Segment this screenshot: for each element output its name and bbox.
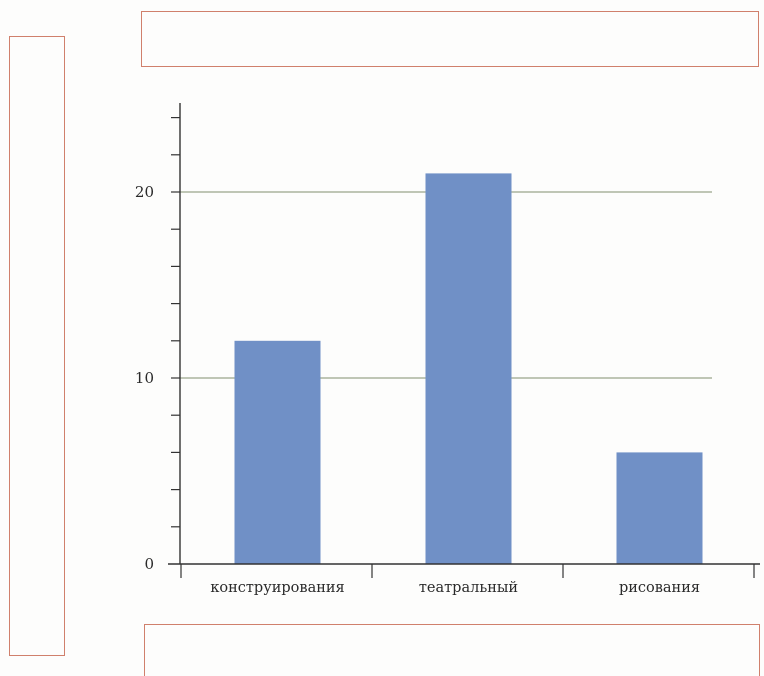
- x-axis-answer-box[interactable]: [144, 624, 760, 676]
- x-tick-label-1: конструирования: [210, 580, 344, 596]
- bar-2: [425, 173, 512, 564]
- y-tick-label-20: 20: [135, 183, 154, 201]
- bar-3: [616, 452, 703, 564]
- y-tick-label-10: 10: [135, 369, 154, 387]
- x-tick-label-3: рисования: [619, 580, 700, 596]
- x-axis-answer-input[interactable]: [145, 625, 759, 676]
- title-answer-input[interactable]: [142, 12, 758, 66]
- title-answer-box[interactable]: [141, 11, 759, 67]
- y-tick-label-0: 0: [144, 555, 154, 573]
- y-axis-answer-box[interactable]: [9, 36, 65, 656]
- bar-1: [234, 340, 321, 564]
- x-tick-label-2: театральный: [419, 580, 518, 596]
